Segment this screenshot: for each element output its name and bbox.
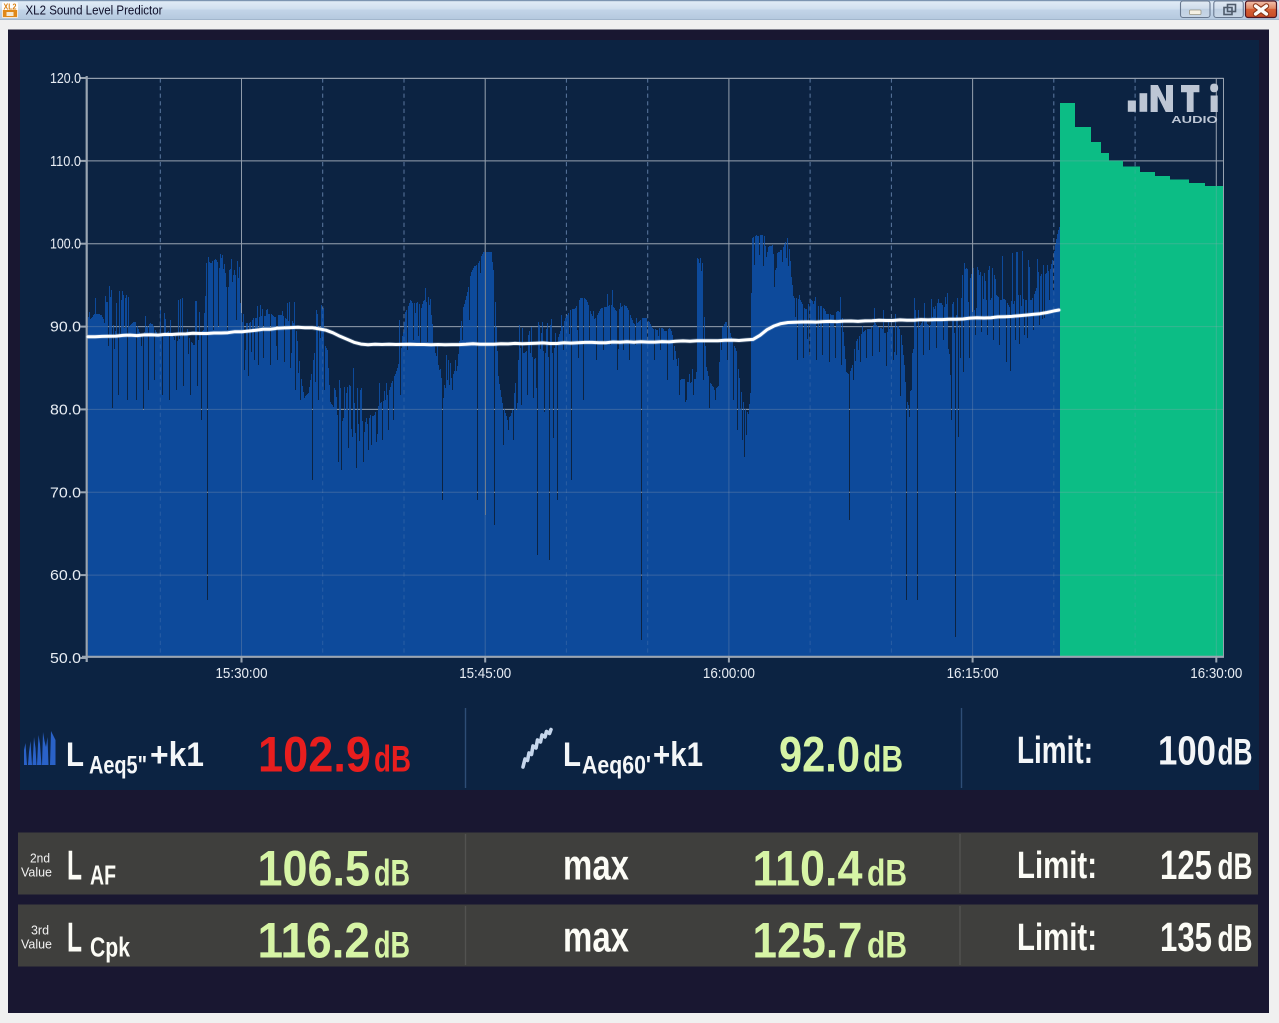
svg-text:L: L — [563, 736, 581, 774]
svg-text:15:45:00: 15:45:00 — [459, 665, 511, 682]
svg-text:125: 125 — [1160, 842, 1212, 888]
svg-text:AUDIO: AUDIO — [1171, 115, 1218, 126]
svg-text:L: L — [67, 913, 82, 960]
svg-text:106.5: 106.5 — [258, 841, 371, 897]
svg-text:116.2: 116.2 — [258, 913, 371, 969]
svg-text:AF: AF — [90, 859, 116, 890]
svg-text:Limit:: Limit: — [1017, 917, 1097, 959]
svg-text:92.0: 92.0 — [779, 727, 860, 783]
svg-text:100: 100 — [1158, 727, 1216, 773]
svg-text:135: 135 — [1160, 914, 1212, 960]
svg-text:Value: Value — [21, 937, 52, 952]
svg-text:max: max — [563, 913, 629, 961]
svg-text:80.0: 80.0 — [50, 401, 81, 418]
svg-text:L: L — [67, 841, 82, 888]
svg-text:120.0: 120.0 — [50, 70, 81, 87]
svg-text:90.0: 90.0 — [50, 319, 81, 336]
svg-text:dB: dB — [374, 925, 410, 966]
svg-text:100.0: 100.0 — [50, 236, 81, 253]
svg-text:16:00:00: 16:00:00 — [703, 665, 755, 682]
svg-text:16:30:00: 16:30:00 — [1190, 665, 1242, 682]
svg-text:dB: dB — [863, 739, 903, 780]
svg-text:XL2 Sound Level Predictor: XL2 Sound Level Predictor — [26, 4, 163, 18]
svg-text:15:30:00: 15:30:00 — [216, 665, 268, 682]
svg-text:70.0: 70.0 — [50, 484, 81, 501]
svg-text:dB: dB — [1218, 918, 1253, 959]
svg-text:110.0: 110.0 — [50, 153, 81, 170]
svg-text:dB: dB — [374, 739, 411, 780]
svg-text:Aeq5": Aeq5" — [89, 752, 147, 780]
svg-text:max: max — [563, 841, 629, 889]
svg-text:3rd: 3rd — [31, 923, 49, 938]
svg-text:Aeq60': Aeq60' — [582, 752, 651, 780]
svg-text:102.9: 102.9 — [258, 727, 371, 783]
svg-text:+k1: +k1 — [653, 736, 703, 774]
svg-text:110.4: 110.4 — [753, 841, 863, 897]
svg-text:dB: dB — [867, 925, 907, 966]
svg-text:Limit:: Limit: — [1017, 730, 1093, 772]
svg-text:dB: dB — [374, 853, 410, 894]
svg-text:XL2: XL2 — [4, 3, 17, 12]
svg-text:Limit:: Limit: — [1017, 845, 1097, 887]
svg-text:60.0: 60.0 — [50, 567, 81, 584]
svg-text:Value: Value — [21, 865, 52, 880]
svg-text:+k1: +k1 — [150, 736, 204, 774]
svg-text:dB: dB — [867, 853, 907, 894]
svg-text:dB: dB — [1218, 846, 1253, 887]
svg-text:2nd: 2nd — [30, 851, 50, 866]
svg-text:L: L — [66, 736, 84, 774]
svg-text:50.0: 50.0 — [50, 650, 81, 667]
svg-text:125.7: 125.7 — [753, 913, 863, 969]
svg-text:16:15:00: 16:15:00 — [947, 665, 999, 682]
svg-text:dB: dB — [1218, 731, 1253, 772]
svg-text:Cpk: Cpk — [90, 931, 130, 962]
